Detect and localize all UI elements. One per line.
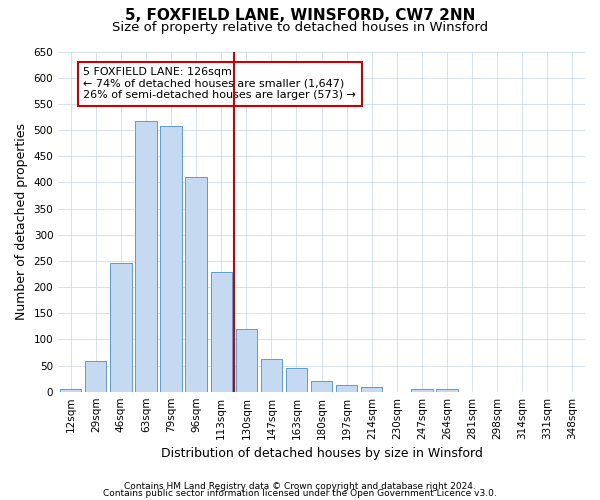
Text: Contains HM Land Registry data © Crown copyright and database right 2024.: Contains HM Land Registry data © Crown c… <box>124 482 476 491</box>
Bar <box>211 272 232 392</box>
Bar <box>110 264 131 392</box>
Bar <box>136 121 157 392</box>
Bar <box>286 368 307 392</box>
Text: 5 FOXFIELD LANE: 126sqm
← 74% of detached houses are smaller (1,647)
26% of semi: 5 FOXFIELD LANE: 126sqm ← 74% of detache… <box>83 67 356 100</box>
Bar <box>311 381 332 392</box>
X-axis label: Distribution of detached houses by size in Winsford: Distribution of detached houses by size … <box>161 447 482 460</box>
Text: Size of property relative to detached houses in Winsford: Size of property relative to detached ho… <box>112 21 488 34</box>
Bar <box>336 386 358 392</box>
Bar <box>185 177 207 392</box>
Bar <box>261 358 282 392</box>
Bar <box>160 126 182 392</box>
Bar <box>85 362 106 392</box>
Text: 5, FOXFIELD LANE, WINSFORD, CW7 2NN: 5, FOXFIELD LANE, WINSFORD, CW7 2NN <box>125 8 475 22</box>
Bar <box>436 389 458 392</box>
Text: Contains public sector information licensed under the Open Government Licence v3: Contains public sector information licen… <box>103 490 497 498</box>
Bar <box>236 329 257 392</box>
Bar <box>60 389 82 392</box>
Bar <box>411 389 433 392</box>
Bar <box>361 388 382 392</box>
Y-axis label: Number of detached properties: Number of detached properties <box>15 123 28 320</box>
